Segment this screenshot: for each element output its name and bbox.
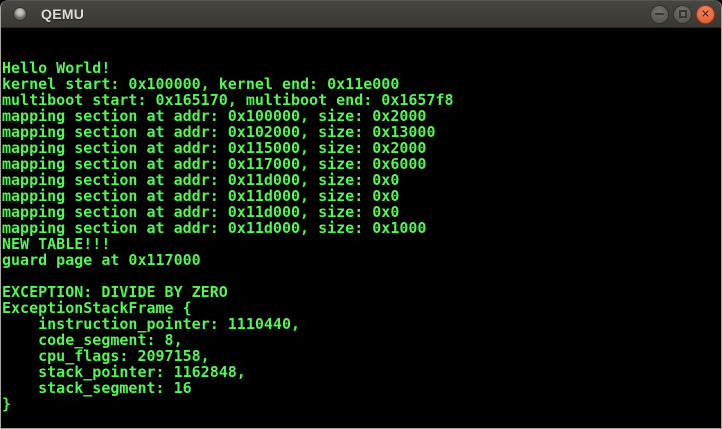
terminal-output: Hello World! kernel start: 0x100000, ker…	[2, 59, 454, 413]
minimize-icon	[655, 13, 664, 15]
titlebar[interactable]: QEMU ✕	[1, 0, 721, 28]
qemu-window-icon	[13, 7, 27, 21]
minimize-button[interactable]	[650, 4, 669, 24]
close-button[interactable]: ✕	[696, 4, 715, 24]
window-controls: ✕	[650, 4, 715, 24]
terminal-screen[interactable]: Hello World! kernel start: 0x100000, ker…	[1, 28, 721, 428]
maximize-button[interactable]	[673, 4, 692, 24]
window-title: QEMU	[41, 6, 85, 22]
maximize-icon	[678, 10, 687, 18]
close-icon: ✕	[700, 7, 711, 20]
